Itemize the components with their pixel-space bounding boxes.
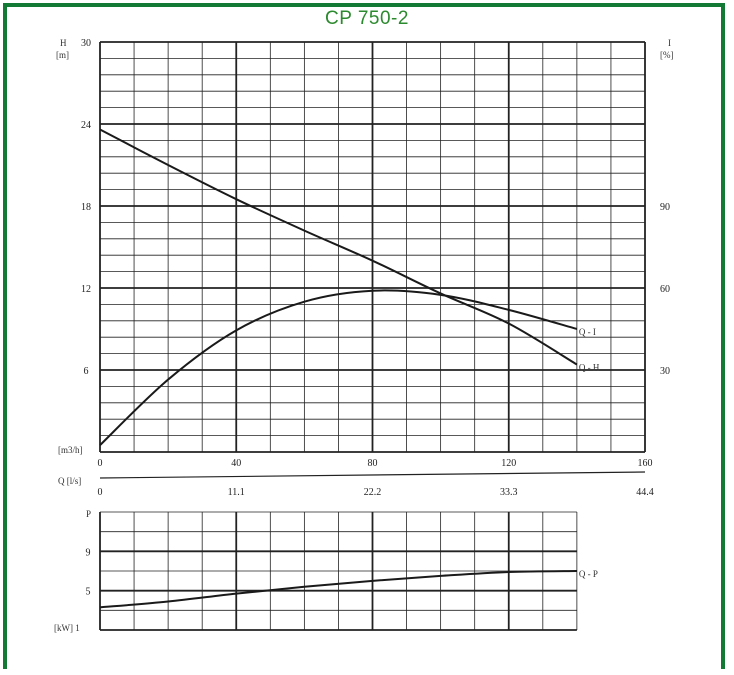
top-grid: 6 12 18 24 30 30 60 90 0 40 80 120 160 0 11.1 22.2 33.3 4… <box>81 38 670 498</box>
q-ls-axis-label: Q [l/s] <box>58 476 81 486</box>
x-tick-label: 80 <box>368 458 378 469</box>
x-tick-label: 0 <box>98 458 103 469</box>
q-ls-tick-label: 11.1 <box>228 487 245 498</box>
q-ls-tick-label: 22.2 <box>364 487 382 498</box>
series-line-q-h <box>99 128 578 366</box>
series-line-q-p <box>99 570 577 609</box>
series-line-q-i <box>99 289 578 446</box>
y-tick-label: 24 <box>81 120 91 131</box>
bottom-grid: 59 <box>86 511 578 631</box>
y-tick-label: 30 <box>81 38 91 49</box>
x-tick-label: 40 <box>231 458 241 469</box>
y2-axis-unit: [%] <box>660 50 674 60</box>
y2-axis-label: I <box>668 38 671 48</box>
y-axis-label: H <box>60 38 67 48</box>
power-axis-label: P <box>86 509 91 519</box>
q-ls-tick-label: 33.3 <box>500 487 518 498</box>
curves: Q - I Q - H Q - P <box>99 128 600 609</box>
y2-tick-label: 90 <box>660 202 670 213</box>
y-tick-label: 6 <box>84 366 89 377</box>
y2-tick-label: 60 <box>660 284 670 295</box>
y2-tick-label: 30 <box>660 366 670 377</box>
series-label-q-p: Q - P <box>579 569 598 579</box>
y-tick-label: 18 <box>81 202 91 213</box>
q-ls-tick-label: 44.4 <box>636 487 654 498</box>
axis-labels: H [m] I [%] [m3/h] Q [l/s] P [kW] 1 <box>54 38 674 633</box>
series-label-q-h: Q - H <box>579 363 600 373</box>
q-ls-tick-label: 0 <box>98 487 103 498</box>
x-tick-label: 160 <box>638 458 653 469</box>
power-axis-unit: [kW] 1 <box>54 623 80 633</box>
y-tick-label: 12 <box>81 284 91 295</box>
chart-title: CP 750-2 <box>325 8 409 29</box>
series-label-q-i: Q - I <box>579 327 596 337</box>
q-ls-axis-line <box>99 471 646 479</box>
power-tick-label: 5 <box>86 587 91 598</box>
power-tick-label: 9 <box>86 547 91 558</box>
y-axis-unit: [m] <box>56 50 69 60</box>
x-axis-unit: [m3/h] <box>58 445 83 455</box>
chart-frame <box>3 3 725 669</box>
x-tick-label: 120 <box>501 458 516 469</box>
